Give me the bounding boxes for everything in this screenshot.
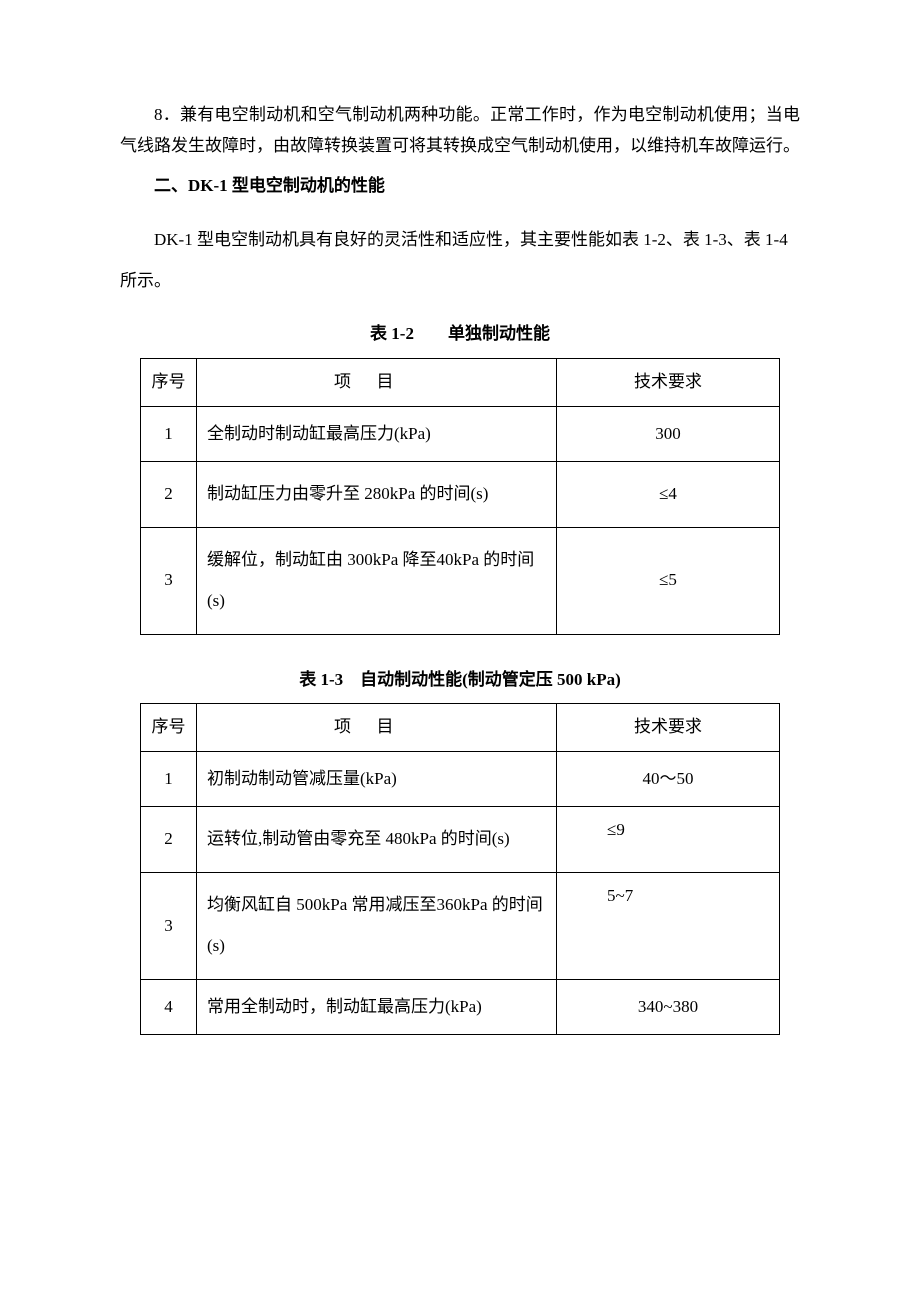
table-header-row: 序号 项目 技术要求 — [141, 704, 780, 752]
paragraph-8: 8．兼有电空制动机和空气制动机两种功能。正常工作时，作为电空制动机使用；当电气线… — [120, 100, 800, 161]
table-row: 2 运转位,制动管由零充至 480kPa 的时间(s) ≤9 — [141, 807, 780, 873]
table-row: 4 常用全制动时，制动缸最高压力(kPa) 340~380 — [141, 979, 780, 1035]
cell-seq: 1 — [141, 406, 197, 462]
col-header-seq: 序号 — [141, 704, 197, 752]
col-header-req: 技术要求 — [557, 358, 780, 406]
cell-req: 5~7 — [557, 873, 780, 980]
table-1-3-caption: 表 1-3 自动制动性能(制动管定压 500 kPa) — [120, 665, 800, 696]
table-row: 3 均衡风缸自 500kPa 常用减压至360kPa 的时间(s) 5~7 — [141, 873, 780, 980]
cell-item: 运转位,制动管由零充至 480kPa 的时间(s) — [197, 807, 557, 873]
cell-req: 300 — [557, 406, 780, 462]
cell-req: 340~380 — [557, 979, 780, 1035]
cell-item: 全制动时制动缸最高压力(kPa) — [197, 406, 557, 462]
table-row: 1 初制动制动管减压量(kPa) 40～50 — [141, 751, 780, 807]
cell-req: ≤5 — [557, 527, 780, 634]
cell-req: ≤9 — [557, 807, 780, 873]
table-1-2: 序号 项目 技术要求 1 全制动时制动缸最高压力(kPa) 300 2 制动缸压… — [140, 358, 780, 635]
table-row: 3 缓解位，制动缸由 300kPa 降至40kPa 的时间(s) ≤5 — [141, 527, 780, 634]
cell-item: 常用全制动时，制动缸最高压力(kPa) — [197, 979, 557, 1035]
intro-paragraph: DK-1 型电空制动机具有良好的灵活性和适应性，其主要性能如表 1-2、表 1-… — [120, 220, 800, 302]
col-header-seq: 序号 — [141, 358, 197, 406]
cell-req: ≤4 — [557, 462, 780, 528]
cell-item: 制动缸压力由零升至 280kPa 的时间(s) — [197, 462, 557, 528]
cell-item: 均衡风缸自 500kPa 常用减压至360kPa 的时间(s) — [197, 873, 557, 980]
cell-seq: 4 — [141, 979, 197, 1035]
cell-seq: 2 — [141, 807, 197, 873]
col-header-item: 项目 — [197, 358, 557, 406]
col-header-req: 技术要求 — [557, 704, 780, 752]
cell-seq: 3 — [141, 527, 197, 634]
cell-req: 40～50 — [557, 751, 780, 807]
cell-seq: 1 — [141, 751, 197, 807]
cell-seq: 3 — [141, 873, 197, 980]
table-row: 1 全制动时制动缸最高压力(kPa) 300 — [141, 406, 780, 462]
table-header-row: 序号 项目 技术要求 — [141, 358, 780, 406]
cell-item: 初制动制动管减压量(kPa) — [197, 751, 557, 807]
table-1-2-caption: 表 1-2 单独制动性能 — [120, 319, 800, 350]
cell-seq: 2 — [141, 462, 197, 528]
table-row: 2 制动缸压力由零升至 280kPa 的时间(s) ≤4 — [141, 462, 780, 528]
col-header-item: 项目 — [197, 704, 557, 752]
section-heading-2: 二、DK-1 型电空制动机的性能 — [120, 171, 800, 202]
table-1-3: 序号 项目 技术要求 1 初制动制动管减压量(kPa) 40～50 2 运转位,… — [140, 703, 780, 1035]
cell-item: 缓解位，制动缸由 300kPa 降至40kPa 的时间(s) — [197, 527, 557, 634]
